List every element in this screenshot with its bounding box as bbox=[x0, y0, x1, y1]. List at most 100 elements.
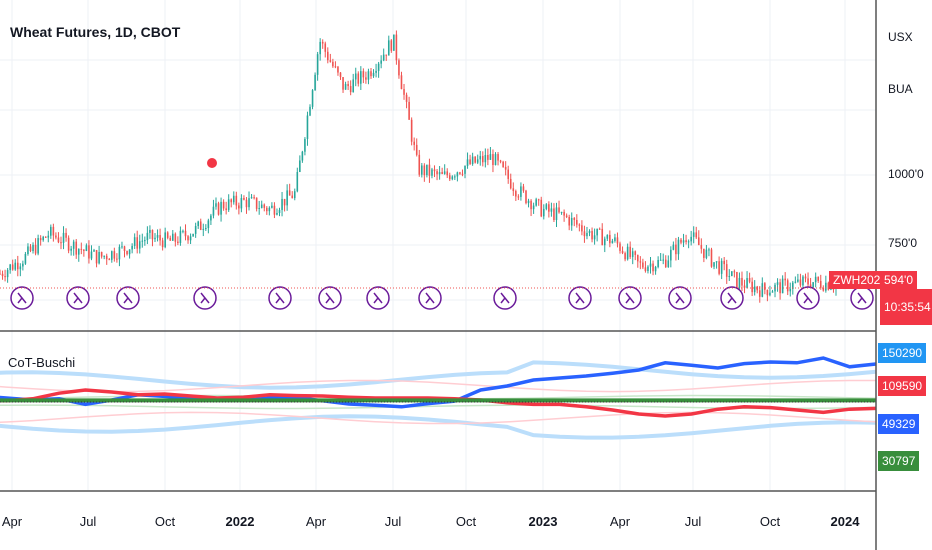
event-markers[interactable] bbox=[10, 286, 874, 310]
price-candle-body bbox=[530, 200, 532, 210]
price-candle-body bbox=[174, 233, 177, 242]
price-candle-body bbox=[687, 241, 690, 243]
price-candle-body bbox=[95, 250, 98, 264]
price-candle-body bbox=[509, 178, 512, 189]
indicator-title[interactable]: CoT-Buschi bbox=[8, 355, 76, 370]
dividend-arrow-icon[interactable] bbox=[796, 286, 820, 310]
price-candle-body bbox=[652, 263, 654, 272]
dividend-arrow-icon[interactable] bbox=[366, 286, 390, 310]
price-candle-body bbox=[357, 73, 360, 84]
price-candle-body bbox=[517, 196, 520, 198]
indicator-tag-49329: 49329 bbox=[878, 414, 920, 434]
price-candle-body bbox=[146, 232, 149, 241]
price-candle-body bbox=[476, 159, 479, 163]
price-candle-body bbox=[164, 232, 166, 248]
time-tick-label: Jul bbox=[80, 514, 97, 529]
dividend-arrow-icon[interactable] bbox=[66, 286, 90, 310]
price-candle-body bbox=[736, 271, 738, 288]
price-candle-body bbox=[90, 251, 93, 259]
price-candle-body bbox=[324, 43, 327, 52]
price-tick-1000: 1000'0 bbox=[888, 167, 924, 181]
price-candle-body bbox=[667, 260, 670, 268]
price-candle-body bbox=[410, 119, 413, 142]
price-candle-body bbox=[372, 72, 375, 77]
price-candle-body bbox=[738, 277, 741, 288]
dividend-arrow-icon[interactable] bbox=[418, 286, 442, 310]
price-candle-body bbox=[527, 200, 530, 204]
price-candle-body bbox=[151, 229, 154, 240]
dividend-arrow-icon[interactable] bbox=[668, 286, 692, 310]
dividend-arrow-icon[interactable] bbox=[850, 286, 874, 310]
price-candle-body bbox=[616, 237, 619, 244]
price-candle-body bbox=[832, 288, 835, 290]
price-candle-body bbox=[578, 224, 581, 226]
symbol-title[interactable]: Wheat Futures, 1D, CBOT bbox=[10, 24, 181, 40]
price-candle-body bbox=[596, 228, 598, 236]
dividend-arrow-icon[interactable] bbox=[618, 286, 642, 310]
price-candle-body bbox=[502, 161, 504, 167]
price-candle-body bbox=[131, 245, 133, 250]
price-candle-body bbox=[250, 197, 253, 199]
cot-band bbox=[0, 379, 876, 393]
price-candle-body bbox=[80, 248, 83, 250]
price-candle-body bbox=[814, 276, 817, 283]
price-candle-body bbox=[690, 236, 692, 242]
dividend-arrow-icon[interactable] bbox=[10, 286, 34, 310]
currency-label[interactable]: USX bbox=[888, 30, 913, 44]
price-candle-body bbox=[403, 89, 405, 95]
price-candle-body bbox=[723, 260, 725, 265]
price-candle-body bbox=[32, 244, 34, 252]
price-candle-body bbox=[212, 206, 215, 216]
dividend-arrow-icon[interactable] bbox=[268, 286, 292, 310]
price-candle-body bbox=[288, 190, 291, 196]
price-candle-body bbox=[769, 292, 771, 296]
price-candle-body bbox=[570, 218, 573, 226]
price-candle-body bbox=[677, 239, 680, 255]
price-candle-body bbox=[202, 228, 205, 230]
price-candle-body bbox=[697, 237, 700, 246]
price-candle-body bbox=[753, 286, 756, 293]
price-candle-body bbox=[756, 286, 759, 291]
dividend-arrow-icon[interactable] bbox=[116, 286, 140, 310]
price-candle-body bbox=[433, 169, 436, 172]
price-candle-body bbox=[545, 204, 548, 209]
price-candle-body bbox=[639, 261, 642, 263]
price-candle-body bbox=[771, 291, 774, 293]
alert-marker[interactable] bbox=[207, 158, 217, 168]
commercials-line bbox=[0, 356, 877, 409]
unit-label[interactable]: BUA bbox=[888, 82, 913, 96]
price-candle-body bbox=[670, 249, 672, 261]
price-candle-body bbox=[446, 171, 449, 176]
price-candle-body bbox=[741, 277, 743, 286]
price-candle-body bbox=[354, 73, 357, 80]
price-candle-body bbox=[16, 262, 19, 270]
price-candle-body bbox=[720, 260, 723, 274]
price-candle-body bbox=[240, 198, 243, 209]
price-candle-body bbox=[281, 198, 283, 210]
price-candle-body bbox=[65, 232, 67, 238]
price-candle-body bbox=[27, 246, 29, 254]
price-candle-body bbox=[484, 155, 487, 163]
price-candle-body bbox=[830, 288, 832, 290]
dividend-arrow-icon[interactable] bbox=[720, 286, 744, 310]
time-tick-label: Oct bbox=[155, 514, 176, 529]
indicator-tag-30797: 30797 bbox=[878, 451, 920, 471]
price-candle-body bbox=[311, 90, 314, 107]
price-candle-body bbox=[268, 207, 271, 212]
price-candle-body bbox=[62, 232, 65, 243]
price-candle-body bbox=[692, 232, 695, 237]
price-candle-body bbox=[316, 54, 319, 75]
price-candle-body bbox=[766, 289, 769, 296]
price-candle-body bbox=[177, 241, 179, 243]
dividend-arrow-icon[interactable] bbox=[568, 286, 592, 310]
price-candle-body bbox=[751, 281, 753, 293]
dividend-arrow-icon[interactable] bbox=[493, 286, 517, 310]
price-candle-body bbox=[19, 266, 22, 270]
price-candle-body bbox=[60, 242, 62, 244]
dividend-arrow-icon[interactable] bbox=[193, 286, 217, 310]
price-candle-body bbox=[291, 195, 294, 199]
dividend-arrow-icon[interactable] bbox=[318, 286, 342, 310]
price-candle-body bbox=[105, 255, 108, 260]
price-candle-body bbox=[128, 249, 131, 255]
price-candle-body bbox=[598, 228, 601, 230]
